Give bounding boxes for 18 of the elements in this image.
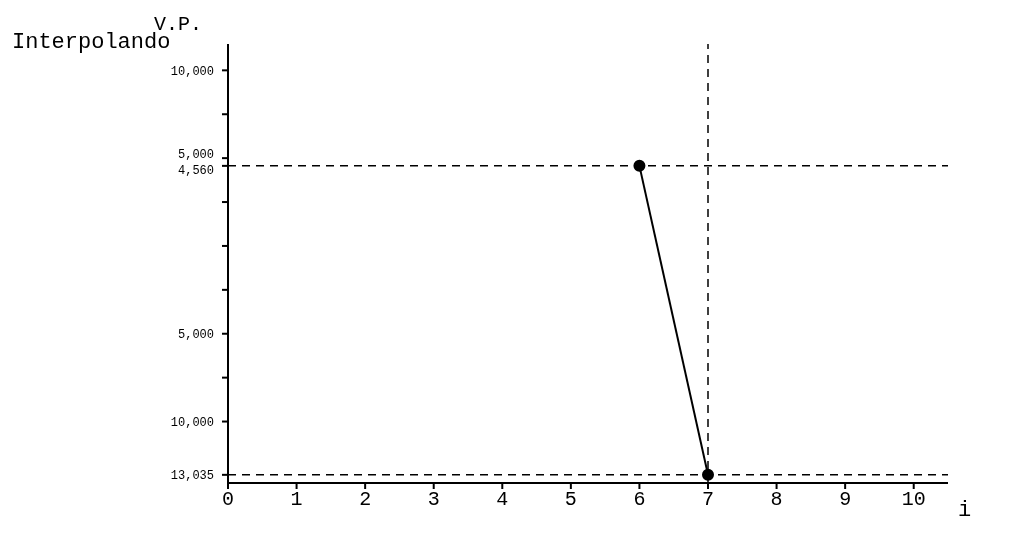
- x-tick-label: 10: [901, 488, 926, 512]
- y-tick-label: 5,000: [177, 327, 214, 342]
- y-tick-label: 13,035: [170, 469, 214, 484]
- x-tick-label: 8: [770, 488, 783, 512]
- x-tick-label: 7: [701, 488, 715, 512]
- x-tick-label: 5: [564, 488, 577, 512]
- x-tick-label: 3: [427, 488, 440, 512]
- x-tick-label: 2: [359, 488, 372, 512]
- x-axis-title: i: [958, 497, 972, 523]
- y-tick-label: 4,560: [177, 164, 214, 179]
- x-tick-label: 9: [839, 488, 852, 512]
- x-tick-label: 4: [496, 488, 509, 512]
- x-tick-label: 1: [290, 488, 303, 512]
- y-tick-label: 10,000: [170, 415, 214, 430]
- y-tick-label: 10,000: [170, 64, 214, 79]
- y-tick-label: 5,000: [177, 148, 214, 163]
- x-tick-label: 0: [221, 488, 235, 512]
- x-tick-label: 6: [633, 488, 646, 512]
